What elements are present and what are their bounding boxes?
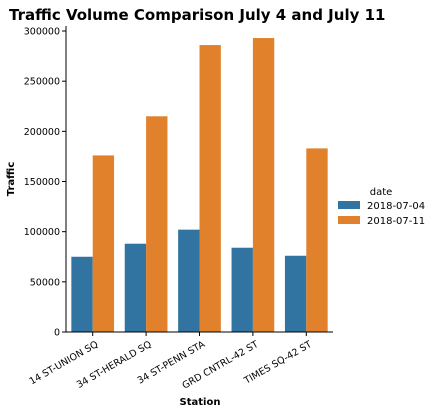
legend-label: 2018-07-11 xyxy=(367,216,425,227)
y-axis-label: Traffic xyxy=(6,162,17,197)
x-axis-label: Station xyxy=(180,397,221,408)
bar xyxy=(199,45,221,333)
y-tick-label: 200000 xyxy=(24,127,60,138)
legend: date 2018-07-04 2018-07-11 xyxy=(338,187,425,227)
y-tick-label: 0 xyxy=(54,328,60,339)
bar xyxy=(92,155,115,332)
legend-swatch xyxy=(338,201,360,209)
legend-label: 2018-07-04 xyxy=(367,201,425,212)
y-tick-label: 300000 xyxy=(24,27,60,38)
y-axis-ticks: 0 50000 100000 150000 200000 250000 300000 xyxy=(24,27,66,339)
bar xyxy=(146,116,168,333)
bar xyxy=(71,256,93,332)
bar xyxy=(284,255,307,332)
bar xyxy=(178,229,200,332)
bar xyxy=(124,243,147,332)
bar xyxy=(252,38,275,333)
y-tick-label: 100000 xyxy=(24,227,60,238)
y-tick-label: 150000 xyxy=(24,177,60,188)
legend-swatch xyxy=(338,216,360,224)
bar xyxy=(306,148,328,332)
y-tick-label: 250000 xyxy=(24,77,60,88)
legend-title: date xyxy=(370,187,393,198)
y-tick-label: 50000 xyxy=(30,277,60,288)
plot-area xyxy=(71,38,328,333)
chart-title: Traffic Volume Comparison July 4 and Jul… xyxy=(9,6,385,24)
bar xyxy=(231,247,253,332)
